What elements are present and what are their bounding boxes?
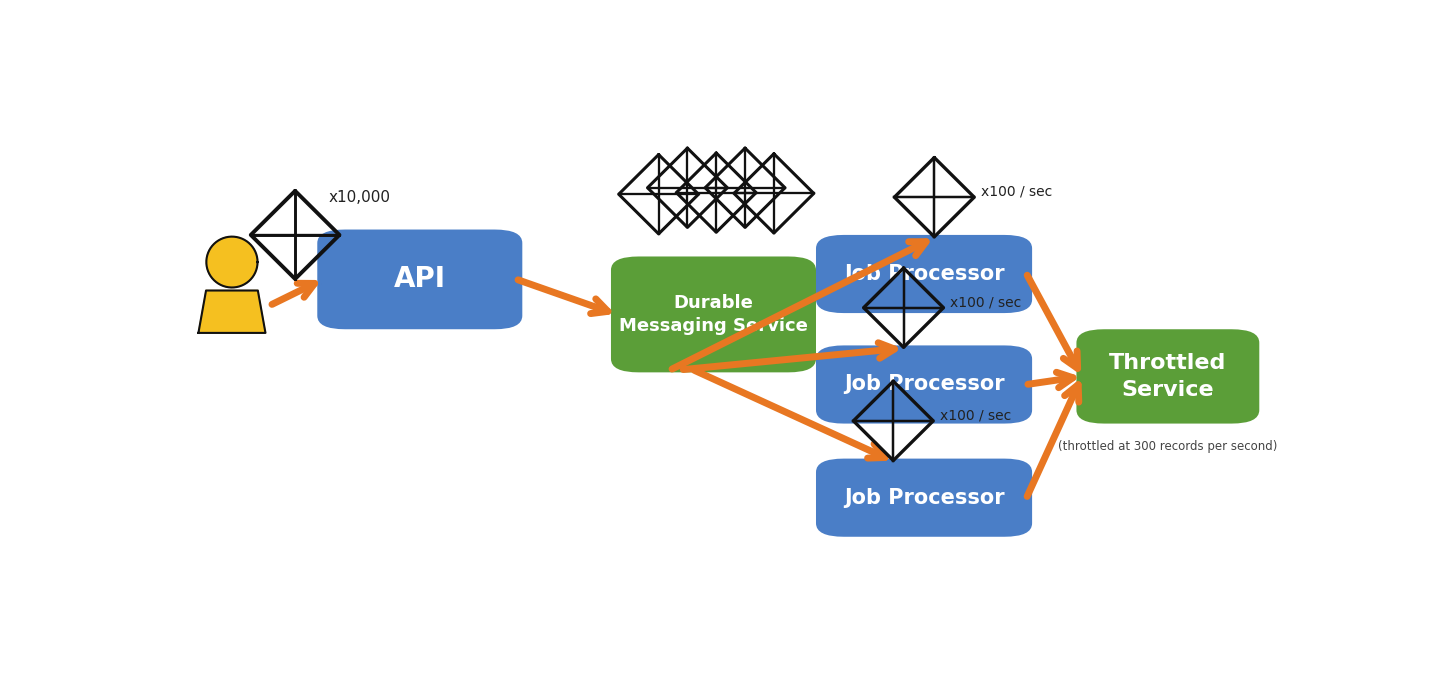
FancyBboxPatch shape [817,458,1032,537]
FancyBboxPatch shape [317,230,522,329]
Text: API: API [393,265,446,293]
Polygon shape [206,237,257,288]
Text: Job Processor: Job Processor [844,488,1004,508]
Polygon shape [199,290,266,333]
FancyBboxPatch shape [1077,329,1260,424]
FancyBboxPatch shape [611,256,817,372]
FancyBboxPatch shape [817,235,1032,313]
Text: x100 / sec: x100 / sec [981,185,1052,199]
Text: (throttled at 300 records per second): (throttled at 300 records per second) [1058,440,1277,453]
Text: Job Processor: Job Processor [844,374,1004,395]
Text: x100 / sec: x100 / sec [950,295,1021,309]
Text: Throttled
Service: Throttled Service [1110,354,1227,400]
Text: x100 / sec: x100 / sec [940,409,1011,423]
Text: x10,000: x10,000 [329,190,390,205]
FancyBboxPatch shape [817,345,1032,424]
Text: Durable
Messaging Service: Durable Messaging Service [619,293,808,335]
Text: Job Processor: Job Processor [844,264,1004,284]
